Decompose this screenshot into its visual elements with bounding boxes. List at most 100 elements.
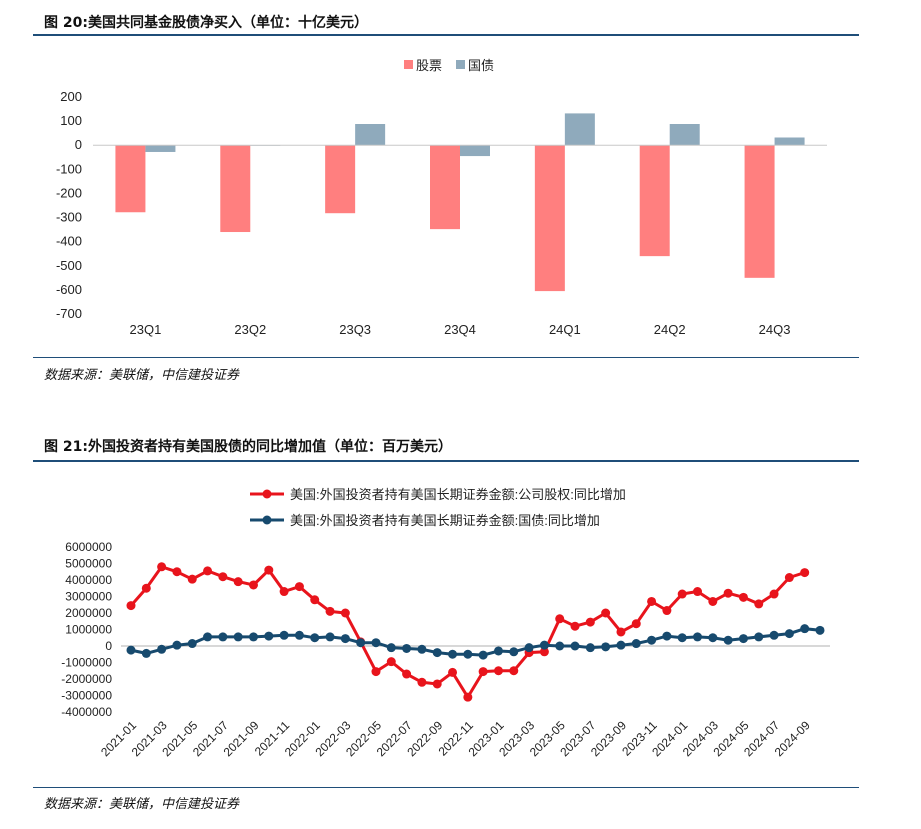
line-chart-legend: 美国:外国投资者持有美国长期证券金额:公司股权:同比增加美国:外国投资者持有美国… xyxy=(250,487,626,528)
line-legend-label: 美国:外国投资者持有美国长期证券金额:公司股权:同比增加 xyxy=(290,487,626,502)
line-chart-series xyxy=(126,562,825,702)
equity-point xyxy=(386,657,396,667)
bar-treasuries xyxy=(355,124,386,146)
equity-point xyxy=(509,666,519,676)
equity-series-line xyxy=(129,565,806,700)
treasury-point xyxy=(218,632,228,642)
line-y-tick-label: -1000000 xyxy=(61,656,112,670)
equity-point xyxy=(555,614,565,624)
treasury-point xyxy=(126,645,136,655)
bar-legend-swatch xyxy=(404,60,413,69)
treasury-point xyxy=(203,632,213,642)
equity-point xyxy=(233,577,243,587)
equity-point xyxy=(769,589,779,599)
equity-point xyxy=(279,587,289,597)
equity-point xyxy=(723,588,733,598)
bar-y-tick-label: -200 xyxy=(56,185,82,200)
equity-point xyxy=(677,589,687,599)
figure-21-source: 数据来源：美联储，中信建投证券 xyxy=(44,797,240,812)
treasury-point xyxy=(248,632,258,642)
line-chart-y-axis: 6000000 5000000 4000000 3000000 2000000 10000… xyxy=(61,540,112,719)
treasury-point xyxy=(800,624,810,634)
figure-20-top-rule xyxy=(33,34,859,36)
treasury-point xyxy=(402,643,412,653)
equity-point xyxy=(402,669,412,679)
treasury-point xyxy=(493,646,503,656)
bar-x-tick-label: 23Q2 xyxy=(234,322,266,337)
treasury-point xyxy=(386,643,396,653)
line-legend-marker xyxy=(262,515,272,525)
bar-x-tick-label: 23Q4 xyxy=(444,322,476,337)
bar-stocks xyxy=(744,145,775,278)
bar-treasuries xyxy=(564,113,595,146)
bar-treasuries xyxy=(460,145,490,157)
equity-point xyxy=(585,617,595,627)
bar-legend-swatch xyxy=(456,60,465,69)
bar-treasuries xyxy=(774,137,805,146)
equity-point xyxy=(493,666,503,676)
treasury-point xyxy=(662,631,672,641)
equity-point xyxy=(340,608,350,618)
equity-point xyxy=(141,583,151,593)
treasury-point xyxy=(647,635,657,645)
treasury-point xyxy=(279,630,289,640)
equity-point xyxy=(463,692,473,702)
bar-stocks xyxy=(430,145,460,230)
bar-y-tick-label: -600 xyxy=(56,282,82,297)
treasury-point xyxy=(585,643,595,653)
equity-point xyxy=(708,596,718,606)
equity-point xyxy=(738,592,748,602)
equity-point xyxy=(616,627,626,637)
treasury-point xyxy=(432,648,442,658)
bar-y-tick-label: 200 xyxy=(60,89,82,104)
equity-point xyxy=(693,587,703,597)
equity-point xyxy=(478,667,488,677)
bar-legend-label: 股票 xyxy=(416,58,442,73)
bar-stocks xyxy=(639,145,670,257)
treasury-point xyxy=(294,630,304,640)
bar-chart-legend: 股票 国债 xyxy=(404,58,494,73)
bar-y-tick-label: -100 xyxy=(56,161,82,176)
line-y-tick-label: 5000000 xyxy=(65,557,112,571)
bar-x-tick-label: 24Q2 xyxy=(654,322,686,337)
bar-chart-y-axis: 200 100 0 -100 -200 -300 -400 -500 -600 -700 xyxy=(56,89,82,321)
line-chart-x-axis: 2021-012021-032021-052021-072021-092021-… xyxy=(98,645,830,759)
equity-point xyxy=(203,566,213,576)
treasury-point xyxy=(340,634,350,644)
treasury-point xyxy=(448,649,458,659)
treasury-point xyxy=(631,639,641,649)
line-y-tick-label: -4000000 xyxy=(61,705,112,719)
treasury-point xyxy=(264,631,274,641)
equity-point xyxy=(662,606,672,616)
treasury-point xyxy=(616,640,626,650)
bar-y-tick-label: -400 xyxy=(56,234,82,249)
treasury-point xyxy=(769,630,779,640)
treasury-point xyxy=(693,632,703,642)
treasury-point xyxy=(371,638,381,648)
treasury-point xyxy=(738,634,748,644)
treasury-point xyxy=(708,633,718,643)
line-y-tick-label: 3000000 xyxy=(65,590,112,604)
bar-y-tick-label: -500 xyxy=(56,258,82,273)
treasury-point xyxy=(570,641,580,651)
equity-point xyxy=(264,565,274,575)
treasury-point xyxy=(233,632,243,642)
equity-point xyxy=(570,621,580,631)
figure-21-bottom-rule xyxy=(33,787,859,788)
treasury-point xyxy=(157,644,167,654)
equity-point xyxy=(187,574,197,584)
treasury-point xyxy=(417,644,427,654)
treasury-point xyxy=(555,641,565,651)
line-y-tick-label: -3000000 xyxy=(61,689,112,703)
bar-x-tick-label: 23Q1 xyxy=(130,322,162,337)
bar-stocks xyxy=(115,145,146,213)
treasury-point xyxy=(524,643,534,653)
equity-point xyxy=(157,562,167,572)
equity-point xyxy=(371,667,381,677)
bar-stocks xyxy=(220,145,251,233)
treasury-point xyxy=(539,640,549,650)
line-y-tick-label: 6000000 xyxy=(65,540,112,554)
treasury-point xyxy=(815,625,825,635)
treasury-point xyxy=(509,647,519,657)
equity-point xyxy=(417,677,427,687)
